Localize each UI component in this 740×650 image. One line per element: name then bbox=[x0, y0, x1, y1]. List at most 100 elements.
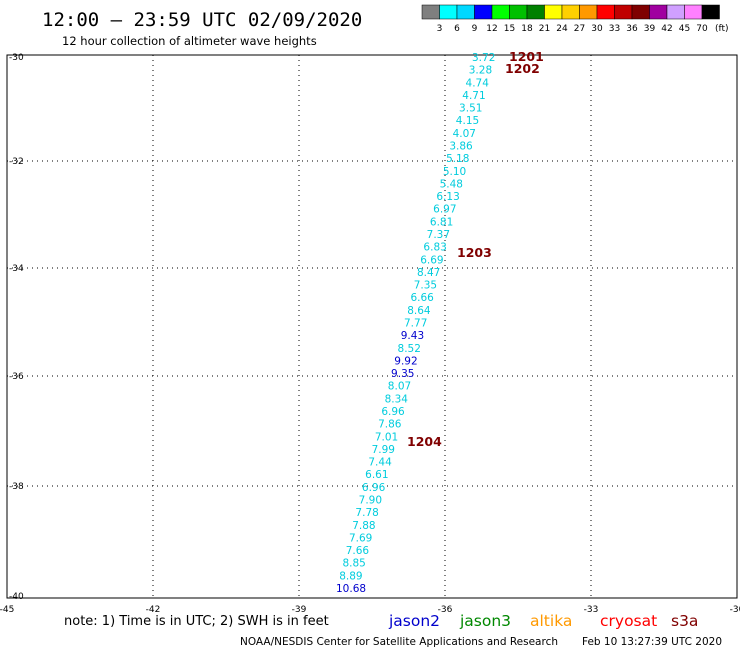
footer-note: note: 1) Time is in UTC; 2) SWH is in fe… bbox=[64, 614, 329, 629]
wave-height-label: 8.52 bbox=[398, 343, 421, 355]
wave-height-label: 7.01 bbox=[375, 431, 398, 443]
wave-height-label: 8.89 bbox=[339, 570, 362, 582]
wave-height-label: 3.28 bbox=[469, 65, 492, 77]
scale-label: 6 bbox=[454, 24, 460, 34]
wave-height-label: 8.64 bbox=[407, 305, 431, 317]
wave-height-label: 7.78 bbox=[355, 507, 378, 519]
y-tick-label: -32 bbox=[9, 157, 24, 167]
wave-height-label: 6.96 bbox=[381, 406, 405, 418]
scale-label: 12 bbox=[486, 24, 497, 34]
scale-label: 15 bbox=[504, 24, 515, 34]
wave-height-label: 6.83 bbox=[423, 242, 446, 254]
footer-credit: NOAA/NESDIS Center for Satellite Applica… bbox=[240, 636, 558, 648]
wave-height-label: 6.61 bbox=[365, 469, 388, 481]
wave-height-label: 6.81 bbox=[430, 216, 453, 228]
y-tick-label: -38 bbox=[9, 482, 24, 492]
scale-swatch bbox=[701, 4, 720, 20]
wave-height-label: 4.74 bbox=[466, 77, 490, 89]
scale-swatch bbox=[561, 4, 580, 20]
scale-swatch bbox=[631, 4, 650, 20]
wave-height-label: 7.69 bbox=[349, 532, 372, 544]
scale-swatch bbox=[614, 4, 633, 20]
scale-swatch bbox=[544, 4, 563, 20]
axis-ticks: -45 -42 -39 -36 -33 -30 -30 -32 -34 -36 -38 -40 bbox=[0, 53, 740, 615]
scale-label: 9 bbox=[472, 24, 478, 34]
scale-label: 36 bbox=[626, 24, 638, 34]
scale-label: 18 bbox=[521, 24, 533, 34]
legend-item: jason3 bbox=[459, 612, 511, 630]
wave-height-label: 6.13 bbox=[436, 191, 459, 203]
wave-height-label: 7.77 bbox=[404, 318, 427, 330]
wave-height-label: 9.92 bbox=[394, 355, 417, 367]
footer-timestamp: Feb 10 13:27:39 UTC 2020 bbox=[582, 636, 722, 648]
wave-height-label: 7.90 bbox=[359, 495, 382, 507]
scale-label: 3 bbox=[437, 24, 443, 34]
y-tick-label: -34 bbox=[9, 264, 24, 274]
legend-item: altika bbox=[530, 612, 572, 630]
scale-swatch bbox=[526, 4, 545, 20]
satellite-legend: jason2 jason3 altika cryosat s3a bbox=[388, 612, 698, 630]
wave-height-label: 8.34 bbox=[385, 393, 409, 405]
wave-height-label: 7.35 bbox=[414, 280, 437, 292]
wave-height-label: 8.47 bbox=[417, 267, 440, 279]
wave-height-label: 8.07 bbox=[388, 381, 411, 393]
x-tick-label: -45 bbox=[0, 605, 14, 615]
page-subtitle: 12 hour collection of altimeter wave hei… bbox=[62, 34, 317, 48]
scale-label: 24 bbox=[556, 24, 568, 34]
scale-swatch bbox=[421, 4, 440, 20]
wave-height-label: 6.96 bbox=[362, 482, 386, 494]
time-label: 1202 bbox=[505, 61, 540, 76]
scale-label: 42 bbox=[661, 24, 672, 34]
observations: 3.723.284.744.713.514.154.073.865.185.10… bbox=[336, 52, 495, 595]
scale-label: 27 bbox=[574, 24, 585, 34]
page-title: 12:00 – 23:59 UTC 02/09/2020 bbox=[42, 9, 362, 31]
scale-label: 21 bbox=[539, 24, 550, 34]
wave-height-label: 5.18 bbox=[446, 153, 469, 165]
scale-label: 39 bbox=[644, 24, 656, 34]
x-tick-label: -36 bbox=[438, 605, 453, 615]
time-label: 1203 bbox=[457, 245, 492, 260]
wave-height-label: 3.51 bbox=[459, 103, 482, 115]
scale-swatch bbox=[579, 4, 598, 20]
wave-height-label: 8.85 bbox=[342, 558, 365, 570]
wave-height-label: 9.35 bbox=[391, 368, 414, 380]
wave-height-label: 7.86 bbox=[378, 419, 402, 431]
y-tick-label: -30 bbox=[9, 53, 24, 63]
time-label: 1204 bbox=[407, 434, 442, 449]
grid bbox=[7, 55, 737, 598]
scale-swatch bbox=[649, 4, 668, 20]
scale-label: 33 bbox=[609, 24, 620, 34]
wave-height-label: 7.37 bbox=[427, 229, 450, 241]
scale-swatch bbox=[456, 4, 475, 20]
scale-swatch bbox=[596, 4, 615, 20]
scale-swatch bbox=[666, 4, 685, 20]
wave-height-label: 9.43 bbox=[401, 330, 424, 342]
x-tick-label: -39 bbox=[292, 605, 307, 615]
wave-height-label: 10.68 bbox=[336, 583, 366, 595]
wave-height-label: 3.72 bbox=[472, 52, 495, 64]
y-tick-label: -40 bbox=[9, 592, 24, 602]
scale-swatch bbox=[474, 4, 493, 20]
x-tick-label: -33 bbox=[584, 605, 599, 615]
map-frame bbox=[6, 54, 738, 599]
wave-height-label: 6.66 bbox=[410, 292, 434, 304]
wave-height-label: 4.15 bbox=[456, 115, 479, 127]
wave-height-label: 4.71 bbox=[462, 90, 485, 102]
x-tick-label: -42 bbox=[146, 605, 161, 615]
wave-height-label: 7.66 bbox=[346, 545, 370, 557]
legend-item: jason2 bbox=[388, 612, 440, 630]
wave-height-label: 5.10 bbox=[443, 166, 466, 178]
wave-height-label: 7.99 bbox=[372, 444, 395, 456]
scale-swatch bbox=[684, 4, 703, 20]
scale-unit: (ft) bbox=[715, 24, 729, 34]
wave-height-label: 3.86 bbox=[449, 141, 473, 153]
scale-swatch bbox=[439, 4, 458, 20]
wave-height-label: 6.97 bbox=[433, 204, 456, 216]
wave-height-label: 6.69 bbox=[420, 254, 443, 266]
wave-height-label: 7.44 bbox=[368, 457, 392, 469]
color-scale-legend: 3 6 9 12 15 18 21 24 27 30 33 36 39 42 45 70 bbox=[421, 4, 720, 34]
x-tick-label: -30 bbox=[730, 605, 740, 615]
